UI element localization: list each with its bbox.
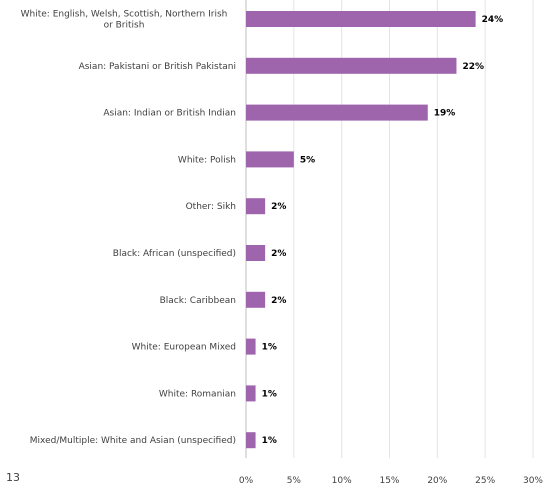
data-label: 19% [434,109,456,119]
data-label: 22% [462,62,484,72]
category-label: White: European Mixed [132,343,236,353]
bar [246,11,476,27]
bar [246,104,428,121]
x-tick-label: 10% [332,476,352,486]
gridlines [245,0,534,458]
bar [246,198,266,215]
category-label: White: Romanian [159,389,236,399]
data-label: 1% [262,389,277,399]
bar [246,385,256,402]
data-label: 1% [262,436,277,446]
data-label: 1% [262,343,277,353]
x-tick-label: 0% [239,476,254,486]
category-labels: White: English, Welsh, Scottish, Norther… [21,10,236,447]
bar [246,432,256,449]
data-label: 2% [271,296,286,306]
category-label: Mixed/Multiple: White and Asian (unspeci… [30,436,236,446]
data-labels: 24% 22% 19% 5% 2% 2% 2% 1% 1% 1% [262,15,504,446]
category-label: White: English, Welsh, Scottish, Norther… [21,10,228,31]
bar [246,291,266,308]
category-label: White: Polish [178,155,236,165]
x-tick-label: 5% [287,476,302,486]
x-tick-label: 25% [475,476,495,486]
data-label: 5% [300,155,315,165]
x-axis-ticks: 0% 5% 10% 15% 20% 25% 30% [239,476,544,486]
x-tick-label: 30% [523,476,543,486]
category-label: Asian: Pakistani or British Pakistani [79,62,236,72]
category-label: Black: Caribbean [160,296,236,306]
bar [246,151,294,168]
page-number: 13 [6,471,20,484]
x-tick-label: 20% [427,476,447,486]
bars [246,11,476,449]
category-label: Other: Sikh [186,202,236,212]
bar [246,245,266,261]
data-label: 2% [271,249,286,259]
bar [246,338,256,355]
data-label: 2% [271,202,286,212]
x-tick-label: 15% [379,476,399,486]
category-label: Black: African (unspecified) [113,249,236,259]
data-label: 24% [482,15,504,25]
category-label: Asian: Indian or British Indian [103,109,236,119]
bar [246,57,457,74]
